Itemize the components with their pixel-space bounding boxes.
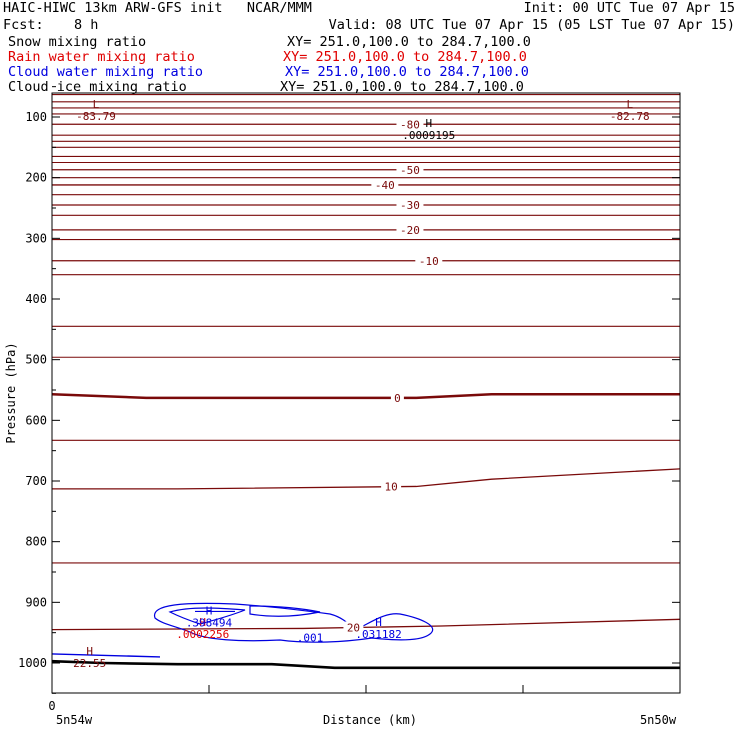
isotherm-0 <box>51 392 680 400</box>
y-axis-title: Pressure (hPa) <box>4 342 18 443</box>
field-cloudwater-name: Cloud water mixing ratio <box>8 64 204 80</box>
x-origin-label: 0 <box>48 699 55 713</box>
isotherm-label-bg <box>390 391 404 404</box>
y-tick-label: 300 <box>25 231 47 245</box>
header-title: HAIC-HIWC 13km ARW-GFS init NCAR/MMM <box>3 0 312 16</box>
extremum-marker: H <box>425 117 432 130</box>
x-axis-title: Distance (km) <box>323 713 417 727</box>
isotherm-label-bg <box>371 178 399 191</box>
isotherm-label-bg <box>396 163 424 176</box>
field-rain-name: Rain water mixing ratio <box>8 49 195 65</box>
cloud-water-contours <box>51 602 434 658</box>
header-fcst-value: 8 h <box>74 17 99 33</box>
extremum-value: 22.55 <box>73 657 106 670</box>
y-tick-label: 1000 <box>18 656 47 670</box>
cloud-water-contour <box>168 607 246 625</box>
surface-pressure <box>51 659 680 670</box>
isotherm-label-bg <box>343 621 364 634</box>
extremum-marker: H <box>86 645 93 658</box>
header-valid: Valid: 08 UTC Tue 07 Apr 15 (05 LST Tue … <box>328 17 735 33</box>
extremum-marker: L <box>626 98 633 111</box>
isotherm-label: -10 <box>419 255 439 268</box>
y-tick-label: 700 <box>25 474 47 488</box>
header-fcst-label: Fcst: <box>3 17 44 33</box>
contour-labels: -80-50-40-30-20-1001020.001L-83.79L-82.7… <box>73 98 650 670</box>
field-cloudwater-xy: XY= 251.0,100.0 to 284.7,100.0 <box>285 64 529 80</box>
extremum-value: .398494 <box>186 616 233 629</box>
isotherm-20 <box>51 618 681 631</box>
y-tick-label: 500 <box>25 353 47 367</box>
isotherm-label: 10 <box>384 481 397 494</box>
y-tick-label: 400 <box>25 292 47 306</box>
isotherm-label: -40 <box>375 179 395 192</box>
isotherm-label: 0 <box>394 392 401 405</box>
temperature-contours <box>51 94 681 631</box>
isotherm-label: 20 <box>347 622 360 635</box>
isotherm-label-bg <box>396 198 424 211</box>
extremum-marker: L <box>93 98 100 111</box>
y-tick-label: 100 <box>25 110 47 124</box>
header-init: Init: 00 UTC Tue 07 Apr 15 <box>523 0 735 16</box>
plot-frame <box>51 86 681 694</box>
extremum-value: .031182 <box>355 628 401 641</box>
field-snow-xy: XY= 251.0,100.0 to 284.7,100.0 <box>287 34 531 50</box>
extremum-value: -82.78 <box>610 110 650 123</box>
field-cloudice-name: Cloud ice mixing ratio <box>8 79 187 95</box>
isotherm-10 <box>52 468 681 490</box>
isotherm-label: -80 <box>400 118 420 131</box>
extremum-marker: H <box>375 616 382 629</box>
cloud-water-label: .001 <box>297 632 324 645</box>
cloud-water-contour <box>249 605 321 617</box>
isotherm-label-bg <box>396 118 424 131</box>
y-tick-label: 900 <box>25 595 47 609</box>
field-snow-name: Snow mixing ratio <box>8 34 147 50</box>
isotherm-label-bg <box>415 254 443 267</box>
extremum-marker: H <box>199 616 206 629</box>
x-left-label: 5n54w <box>56 713 93 727</box>
isotherm-label: -20 <box>400 224 420 237</box>
extremum-value: -83.79 <box>76 110 116 123</box>
extremum-value: .0002256 <box>176 628 229 641</box>
field-cloudice-xy: XY= 251.0,100.0 to 284.7,100.0 <box>280 79 524 95</box>
y-tick-label: 200 <box>25 171 47 185</box>
isotherm-label: -50 <box>400 164 420 177</box>
cloud-water-contour <box>51 653 161 658</box>
isotherm-label-bg <box>396 223 424 236</box>
extremum-marker: H <box>206 604 213 617</box>
y-tick-label: 800 <box>25 535 47 549</box>
surface-pressure-line <box>51 659 680 670</box>
x-right-label: 5n50w <box>640 713 677 727</box>
y-tick-label: 600 <box>25 413 47 427</box>
extremum-value: .0009195 <box>402 129 455 142</box>
isotherm-label: -30 <box>400 199 420 212</box>
isotherm-label-bg <box>381 480 402 493</box>
field-rain-xy: XY= 251.0,100.0 to 284.7,100.0 <box>283 49 527 65</box>
